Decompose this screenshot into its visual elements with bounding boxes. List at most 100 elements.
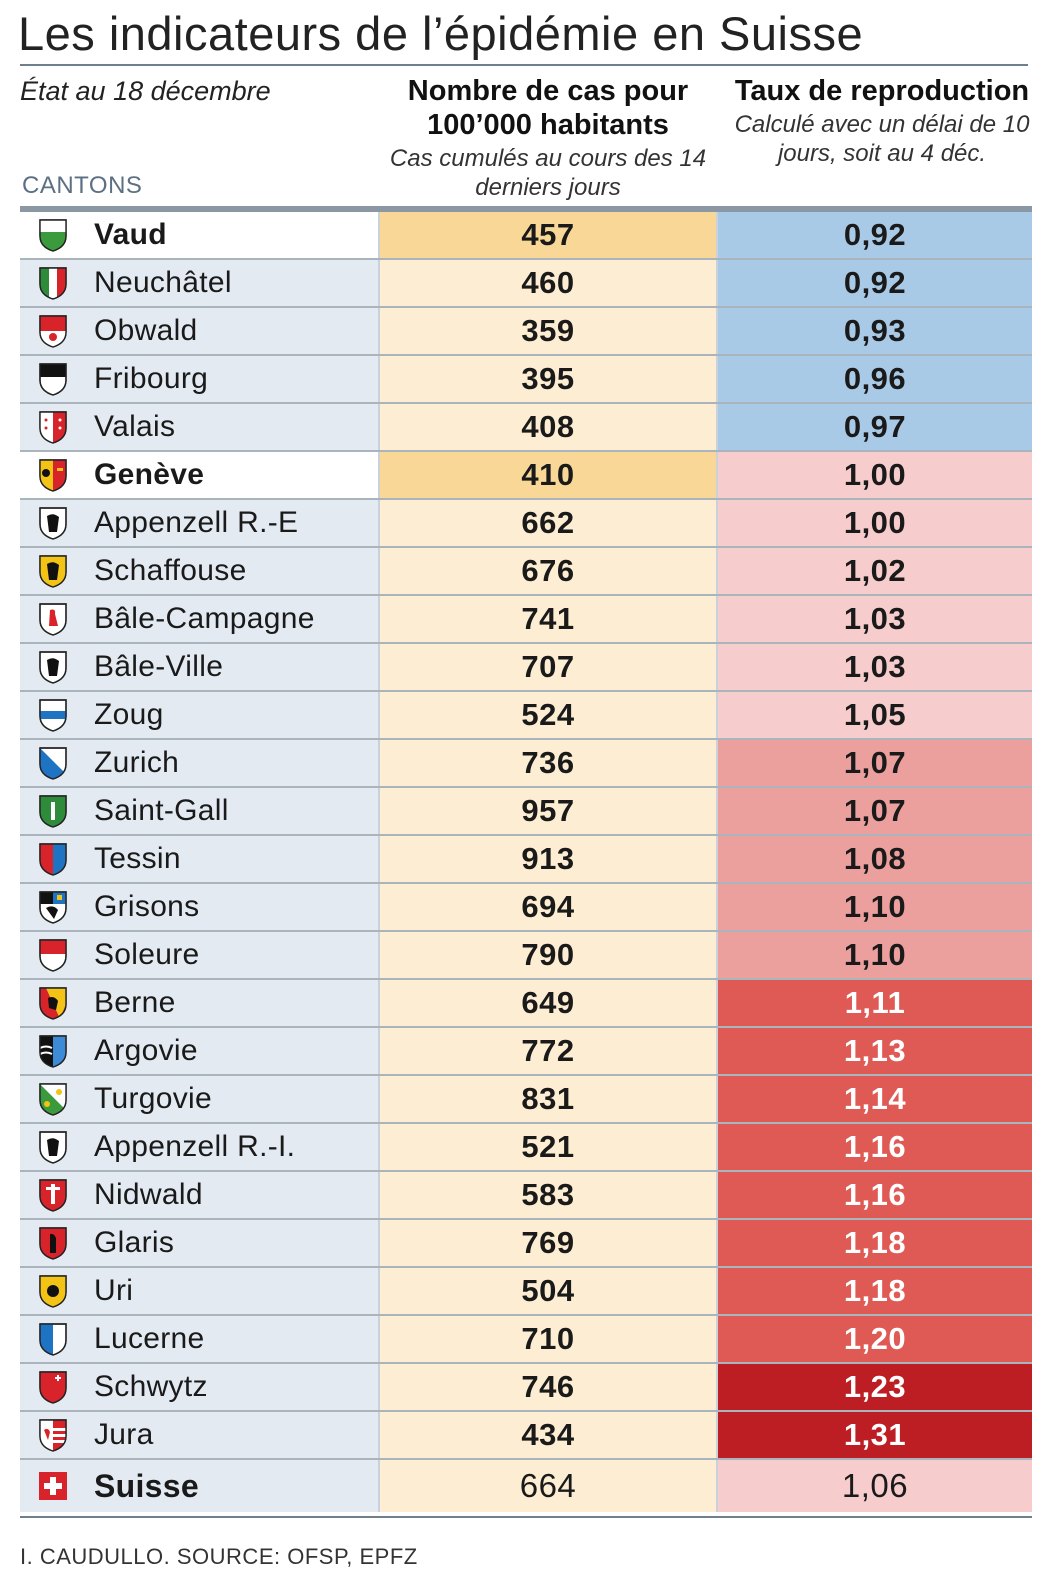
table-row: Schaffouse 676 1,02 [20, 548, 1032, 596]
schwytz-coat-of-arms-icon [39, 1371, 67, 1404]
uri-coat-of-arms-icon [39, 1275, 67, 1308]
rt-cell: 1,23 [716, 1364, 1032, 1410]
rt-value: 0,96 [843, 361, 907, 396]
table-row: Jura 434 1,31 [20, 1412, 1032, 1460]
appenzell-ri-coat-of-arms-icon [39, 1131, 67, 1164]
table-row: Bâle-Ville 707 1,03 [20, 644, 1032, 692]
table-row: Bâle-Campagne 741 1,03 [20, 596, 1032, 644]
canton-name: Turgovie [94, 1082, 213, 1115]
rt-value: 1,20 [843, 1321, 907, 1356]
geneve-coat-of-arms-icon [39, 459, 67, 492]
rt-value: 1,00 [843, 505, 907, 540]
canton-cell: Nidwald [20, 1172, 378, 1218]
canton-name: Neuchâtel [94, 266, 232, 299]
cases-value: 583 [521, 1177, 575, 1212]
rt-cell: 0,92 [716, 260, 1032, 306]
cases-value: 410 [521, 457, 575, 492]
cases-cell: 408 [378, 404, 716, 450]
canton-name: Lucerne [94, 1322, 205, 1355]
table-row: Appenzell R.-I. 521 1,16 [20, 1124, 1032, 1172]
cases-value: 460 [521, 265, 575, 300]
table-row: Vaud 457 0,92 [20, 212, 1032, 260]
rt-value: 0,97 [843, 409, 907, 444]
cases-cell: 736 [378, 740, 716, 786]
cases-column-header: Nombre de cas pour 100’000 habitants Cas… [380, 74, 716, 202]
cases-cell: 583 [378, 1172, 716, 1218]
table-row: Turgovie 831 1,14 [20, 1076, 1032, 1124]
canton-cell: Lucerne [20, 1316, 378, 1362]
canton-cell: Schaffouse [20, 548, 378, 594]
rt-value: 1,03 [843, 601, 907, 636]
table-row: Argovie 772 1,13 [20, 1028, 1032, 1076]
title-divider [20, 64, 1028, 66]
jura-coat-of-arms-icon [39, 1419, 67, 1452]
canton-cell: Saint-Gall [20, 788, 378, 834]
grisons-coat-of-arms-icon [39, 891, 67, 924]
rt-cell: 1,03 [716, 596, 1032, 642]
rt-cell: 1,18 [716, 1268, 1032, 1314]
cases-cell: 457 [378, 212, 716, 258]
cases-cell: 521 [378, 1124, 716, 1170]
cases-cell: 359 [378, 308, 716, 354]
rt-column-title: Taux de reproduction [734, 75, 1030, 107]
rt-cell: 1,10 [716, 932, 1032, 978]
cases-cell: 676 [378, 548, 716, 594]
rt-value: 1,02 [843, 553, 907, 588]
table-row: Genève 410 1,00 [20, 452, 1032, 500]
cases-value: 457 [521, 217, 575, 252]
cases-cell: 831 [378, 1076, 716, 1122]
cases-cell: 741 [378, 596, 716, 642]
canton-name: Bâle-Campagne [94, 602, 315, 635]
cases-cell: 707 [378, 644, 716, 690]
canton-cell: Bâle-Campagne [20, 596, 378, 642]
cases-column-subtitle: Cas cumulés au cours des 14 derniers jou… [389, 145, 707, 201]
rt-cell: 1,03 [716, 644, 1032, 690]
cases-cell: 772 [378, 1028, 716, 1074]
zurich-coat-of-arms-icon [39, 747, 67, 780]
rt-cell: 0,93 [716, 308, 1032, 354]
total-row: Suisse 664 1,06 [20, 1460, 1032, 1512]
rt-cell: 1,07 [716, 740, 1032, 786]
rt-value: 0,92 [843, 217, 907, 252]
table-row: Zoug 524 1,05 [20, 692, 1032, 740]
table-row: Tessin 913 1,08 [20, 836, 1032, 884]
cases-value: 769 [521, 1225, 575, 1260]
table-row: Berne 649 1,11 [20, 980, 1032, 1028]
tessin-coat-of-arms-icon [39, 843, 67, 876]
rt-cell: 1,00 [716, 500, 1032, 546]
cases-cell: 957 [378, 788, 716, 834]
table-row: Uri 504 1,18 [20, 1268, 1032, 1316]
cases-cell: 649 [378, 980, 716, 1026]
cases-value: 664 [519, 1467, 577, 1504]
cantons-column-header: CANTONS [22, 172, 143, 199]
rt-value: 1,05 [843, 697, 907, 732]
canton-cell: Argovie [20, 1028, 378, 1074]
rt-column-header: Taux de reproduction Calculé avec un dél… [716, 74, 1048, 168]
soleure-coat-of-arms-icon [39, 939, 67, 972]
canton-cell: Valais [20, 404, 378, 450]
rt-cell: 1,08 [716, 836, 1032, 882]
canton-name: Soleure [94, 938, 200, 971]
canton-name: Jura [94, 1418, 154, 1451]
lucerne-coat-of-arms-icon [39, 1323, 67, 1356]
rt-value: 1,23 [843, 1369, 907, 1404]
turgovie-coat-of-arms-icon [39, 1083, 67, 1116]
rt-value: 1,16 [843, 1177, 907, 1212]
cases-value: 408 [521, 409, 575, 444]
rt-cell: 1,07 [716, 788, 1032, 834]
canton-cell: Berne [20, 980, 378, 1026]
cases-cell: 790 [378, 932, 716, 978]
canton-name: Grisons [94, 890, 200, 923]
canton-cell: Uri [20, 1268, 378, 1314]
cases-value: 790 [521, 937, 575, 972]
canton-name: Argovie [94, 1034, 198, 1067]
canton-name: Suisse [94, 1467, 199, 1504]
rt-cell: 1,16 [716, 1124, 1032, 1170]
canton-cell: Zurich [20, 740, 378, 786]
table-row: Neuchâtel 460 0,92 [20, 260, 1032, 308]
valais-coat-of-arms-icon [39, 411, 67, 444]
rt-cell: 1,18 [716, 1220, 1032, 1266]
cases-value: 434 [521, 1417, 575, 1452]
rt-value: 1,18 [843, 1225, 907, 1260]
date-label: État au 18 décembre [20, 76, 271, 106]
